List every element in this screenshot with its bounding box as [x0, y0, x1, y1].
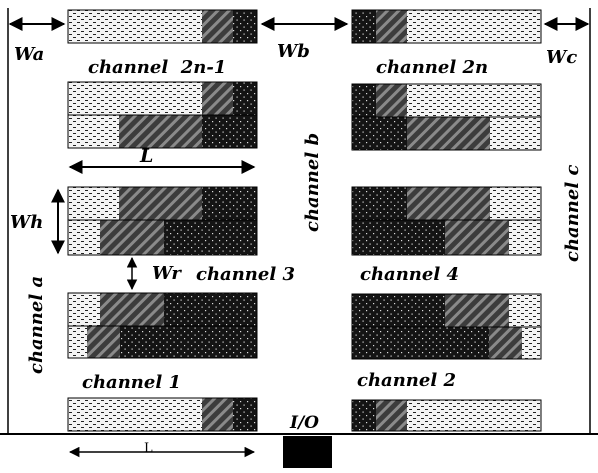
channel-c-label: channel c: [562, 165, 583, 262]
block-right-row-2: [351, 83, 542, 151]
l-top-label: L: [139, 145, 153, 167]
block-right-row-bottom: [351, 399, 542, 432]
block-left-row-bottom: [67, 397, 258, 432]
block-right-row-top: [351, 9, 542, 44]
l-bottom-label: L: [144, 441, 153, 456]
channel-a-label: channel a: [26, 276, 47, 374]
channel-2n-1-label: channel 2n-1: [88, 57, 226, 78]
block-right-row-3: [351, 186, 542, 256]
channel-b-label: channel b: [302, 133, 323, 232]
block-left-row-top: [67, 9, 258, 44]
io-port: [283, 436, 332, 468]
channel-2-label: channel 2: [357, 370, 456, 391]
block-right-row-4: [351, 293, 542, 360]
block-left-row-2: [67, 81, 258, 149]
wr-label: Wr: [152, 263, 182, 284]
wc-label: Wc: [546, 47, 577, 68]
wb-label: Wb: [277, 41, 310, 62]
wa-label: Wa: [14, 44, 44, 65]
channel-3-label: channel 3: [196, 264, 295, 285]
io-label: I/O: [289, 413, 319, 433]
channel-4-label: channel 4: [360, 264, 459, 285]
outer-frame: [0, 8, 598, 435]
block-left-row-4: [67, 292, 258, 359]
block-left-row-3: [67, 186, 258, 256]
channel-2n-label: channel 2n: [376, 57, 488, 78]
wh-label: Wh: [10, 212, 43, 233]
channel-1-label: channel 1: [82, 372, 181, 393]
